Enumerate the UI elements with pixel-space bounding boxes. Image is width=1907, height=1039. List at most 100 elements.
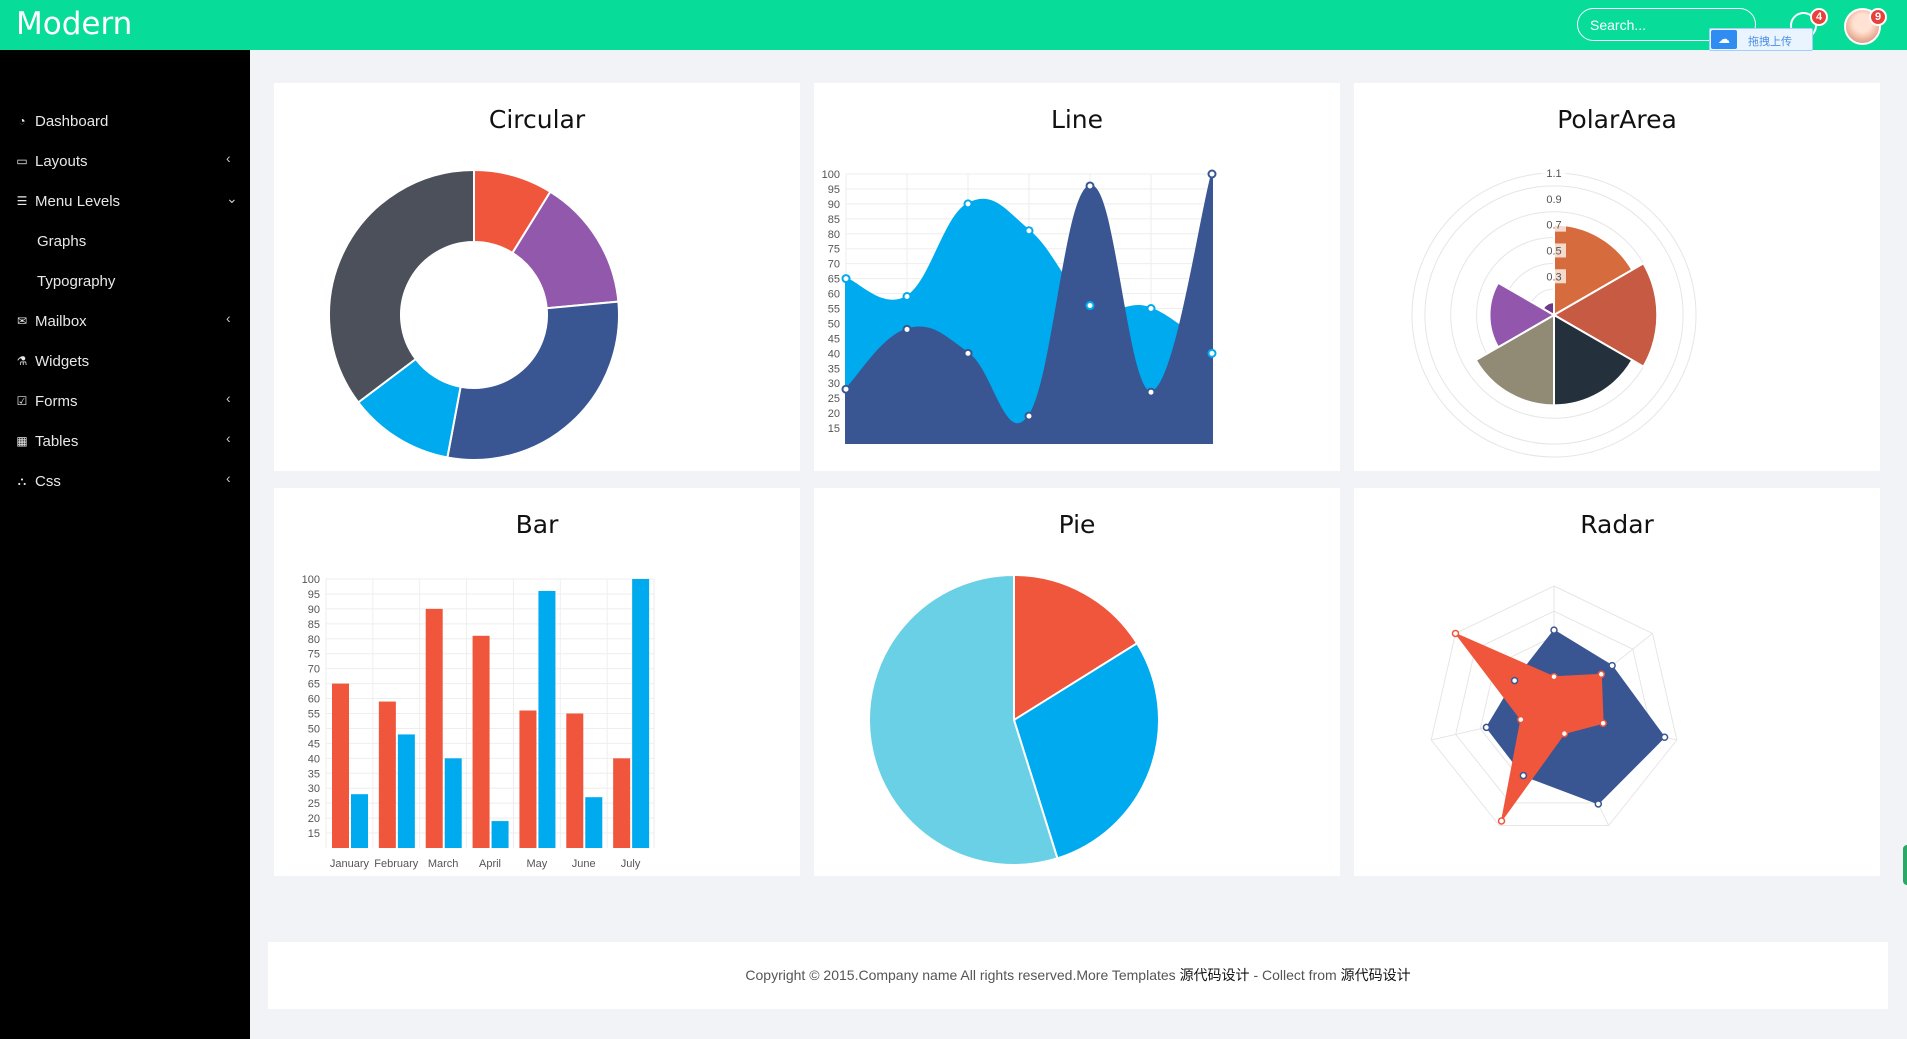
- chevron-left-icon: ‹: [226, 310, 231, 326]
- series-2-area: [845, 173, 1213, 444]
- sidebar-item-tables[interactable]: ▦ Tables ‹: [0, 422, 250, 462]
- radar-grid-ring: [1455, 610, 1653, 804]
- y-tick-label: 45: [828, 333, 840, 345]
- y-tick-label: 50: [828, 318, 840, 330]
- footer-link[interactable]: 源代码设计: [1340, 967, 1411, 983]
- bar: [444, 758, 462, 848]
- radar-point: [1597, 670, 1606, 679]
- y-tick-label: 85: [308, 619, 320, 631]
- sidebar-item-graphs[interactable]: Graphs: [0, 222, 250, 262]
- top-navbar: Modern Search... 4 9 ☁ 拖拽上传: [0, 0, 1907, 51]
- footer-text: - Collect from: [1249, 967, 1341, 983]
- bar: [613, 758, 631, 848]
- y-tick-label: 100: [302, 574, 320, 586]
- y-tick-label: 70: [828, 259, 840, 271]
- data-point: [1085, 301, 1095, 311]
- sidebar-item-label: Graphs: [37, 233, 87, 250]
- sidebar-item-menu-levels[interactable]: ☰ Menu Levels ⌄: [0, 182, 250, 222]
- radar-point: [1550, 672, 1558, 681]
- table-icon: ▦: [16, 434, 28, 448]
- bar: [491, 821, 509, 848]
- card-title: Line: [1050, 105, 1104, 134]
- polar-tick-backdrop: [1542, 269, 1566, 284]
- search-input[interactable]: Search...: [1577, 8, 1756, 41]
- x-tick-label: January: [330, 858, 370, 870]
- polar-tick-backdrop: [1542, 166, 1566, 180]
- bar: [351, 794, 368, 848]
- data-point: [841, 274, 851, 284]
- data-point: [1146, 387, 1156, 397]
- y-tick-label: 60: [308, 694, 320, 706]
- chevron-left-icon: ‹: [226, 150, 231, 166]
- brand-logo[interactable]: Modern: [16, 6, 133, 42]
- radar-point: [1497, 817, 1506, 825]
- bar: [538, 590, 556, 848]
- radar-point: [1594, 800, 1603, 808]
- x-tick-label: April: [479, 858, 501, 870]
- radar-chart: [1430, 585, 1678, 827]
- radar-point: [1451, 629, 1460, 638]
- bar: [332, 683, 349, 848]
- y-tick-label: 35: [308, 768, 320, 780]
- polar-segment: [1474, 313, 1555, 407]
- y-tick-label: 45: [308, 738, 320, 750]
- y-tick-label: 85: [828, 214, 840, 226]
- sidebar-item-forms[interactable]: ☑ Forms ‹: [0, 382, 250, 422]
- y-tick-label: 80: [308, 634, 320, 646]
- polar-segment: [1553, 313, 1634, 407]
- y-tick-label: 95: [828, 184, 840, 196]
- bar: [425, 608, 443, 848]
- x-tick-label: March: [428, 858, 459, 870]
- floating-widget-edge[interactable]: [1903, 845, 1907, 885]
- polar-tick-label: 0.5: [1546, 245, 1561, 257]
- polar-segment: [1541, 301, 1555, 317]
- polar-grid-circle: [1424, 185, 1684, 445]
- polar-tick-label: 1.1: [1546, 168, 1561, 180]
- upload-widget[interactable]: ☁ 拖拽上传: [1709, 28, 1813, 51]
- radar-point: [1550, 626, 1558, 634]
- doughnut-segment: [328, 168, 475, 404]
- data-point: [1207, 348, 1217, 358]
- y-tick-label: 55: [828, 304, 840, 316]
- dashboard-icon: ◔: [18, 114, 26, 128]
- data-point: [1207, 169, 1217, 179]
- radar-card: Radar: [1354, 488, 1880, 876]
- polar-card: PolarArea 1.1 0.9 0.7 0.5 0.3: [1354, 83, 1880, 471]
- sidebar-item-label: Layouts: [35, 153, 88, 170]
- polar-tick-label: 0.3: [1546, 271, 1561, 283]
- data-point: [1146, 304, 1156, 313]
- sidebar-item-dashboard[interactable]: ◔ Dashboard: [0, 102, 250, 142]
- data-point: [841, 384, 851, 394]
- pie-card: Pie: [814, 488, 1340, 876]
- data-point: [963, 348, 973, 358]
- data-point: [902, 324, 912, 334]
- polar-tick-backdrop: [1542, 217, 1566, 232]
- sidebar-item-mailbox[interactable]: ✉ Mailbox ‹: [0, 302, 250, 342]
- card-title: Radar: [1580, 510, 1654, 539]
- sidebar-item-layouts[interactable]: ▭ Layouts ‹: [0, 142, 250, 182]
- y-tick-label: 95: [308, 589, 320, 601]
- data-point: [1085, 181, 1095, 191]
- sidebar-item-label: Mailbox: [35, 313, 87, 330]
- y-tick-label: 40: [308, 753, 320, 765]
- sidebar-item-label: Widgets: [35, 353, 90, 370]
- x-tick-label: June: [572, 858, 596, 870]
- y-tick-label: 90: [308, 604, 320, 616]
- radar-series-2: [1453, 632, 1604, 822]
- envelope-icon: ✉: [16, 314, 28, 328]
- polar-tick-backdrop: [1542, 243, 1566, 258]
- data-point: [1024, 226, 1034, 236]
- card-title: Pie: [1058, 510, 1096, 539]
- footer-link[interactable]: 源代码设计: [1179, 967, 1250, 983]
- sidebar-item-css[interactable]: ⛬ Css ‹: [0, 462, 250, 502]
- card-title: Bar: [515, 510, 559, 539]
- y-tick-label: 25: [308, 798, 320, 810]
- sidebar-item-label: Tables: [35, 433, 79, 450]
- pie-slice: [1012, 641, 1160, 860]
- bar-chart: 100 95 90 85 80 75 70 65 60 55 50 45 40 35 30 25 20 15 Jan…: [302, 574, 655, 870]
- bar: [397, 734, 415, 848]
- y-tick-label: 75: [308, 649, 320, 661]
- sidebar-item-widgets[interactable]: ⚗ Widgets: [0, 342, 250, 382]
- sidebar-item-typography[interactable]: Typography: [0, 262, 250, 302]
- y-tick-label: 20: [308, 813, 320, 825]
